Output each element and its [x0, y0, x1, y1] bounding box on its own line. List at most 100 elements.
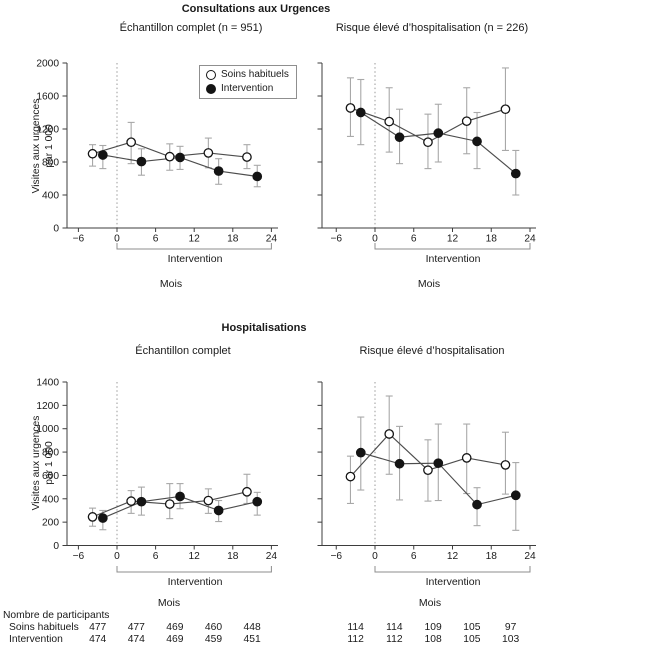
y-tick-label: 1200 — [36, 125, 59, 136]
y-tick-label: 0 — [53, 224, 59, 235]
participant-count: 451 — [243, 634, 261, 645]
error-bars-intervention — [357, 416, 520, 531]
x-axis-label-bottom-left: Mois — [157, 597, 181, 609]
section-title-hospitalisations: Hospitalisations — [221, 322, 307, 334]
y-tick-label: 0 — [53, 541, 59, 552]
panel-title-urgences-complet: Échantillon complet (n = 951) — [119, 22, 263, 34]
data-point-filled — [433, 458, 444, 469]
x-tick-label: 18 — [486, 551, 498, 562]
data-point-open — [87, 148, 98, 159]
y-axis-label-bottom: Visites aux urgences par 1 000 — [30, 397, 58, 529]
y-tick-label: 600 — [42, 471, 59, 482]
data-point-filled — [97, 513, 108, 523]
data-point-open — [203, 148, 214, 158]
data-point-open — [164, 151, 175, 162]
y-tick-label: 800 — [42, 158, 59, 169]
intervention-bracket — [374, 566, 531, 573]
data-point-open — [461, 453, 472, 463]
y-tick-label: 200 — [42, 518, 59, 529]
x-tick-label: 6 — [153, 234, 159, 245]
data-point-filled — [136, 156, 147, 167]
data-point-open — [423, 137, 433, 148]
participant-count: 474 — [127, 634, 145, 645]
y-axis-label-line2: par 1 000 — [44, 124, 56, 168]
x-tick-label: −6 — [73, 551, 85, 562]
open-circle-marker-icon — [206, 69, 216, 80]
filled-circle-marker-icon — [206, 83, 216, 94]
x-tick-label: 0 — [114, 234, 120, 245]
y-tick-label: 1600 — [36, 92, 59, 103]
x-tick-label: 6 — [411, 234, 417, 245]
participant-count: 469 — [166, 634, 184, 645]
panel-title-hosp-complet: Échantillon complet — [135, 345, 231, 357]
x-tick-label: 18 — [486, 234, 498, 245]
data-point-open — [345, 471, 356, 482]
data-point-filled — [472, 136, 482, 147]
series-markers-soins — [87, 137, 252, 162]
panel-hospitalisations-echantillon-complet: 0 200 400 600 800 1000 1200 1400 −6 0 6 12 18 24 — [36, 378, 278, 573]
data-point-filled — [394, 132, 405, 143]
x-tick-label: 12 — [447, 551, 459, 562]
error-bars-soins — [346, 67, 509, 170]
x-axis-label-top-left: Mois — [159, 278, 183, 290]
data-point-open — [500, 460, 511, 470]
intervention-bracket — [116, 566, 272, 573]
series-markers-intervention — [355, 447, 521, 510]
data-point-filled — [213, 166, 224, 176]
participant-count: 109 — [424, 622, 442, 633]
x-tick-label: 12 — [447, 234, 459, 245]
participant-count: 108 — [424, 634, 442, 645]
participant-count: 459 — [204, 634, 223, 645]
data-point-open — [126, 496, 137, 506]
data-point-filled — [394, 458, 405, 469]
y-tick-label: 1400 — [36, 378, 59, 389]
legend-label: Intervention — [221, 83, 274, 94]
panel-hospitalisations-risque-eleve: −6 0 6 12 18 24 — [317, 381, 536, 573]
series-markers-soins — [345, 103, 511, 148]
series-markers-intervention — [355, 107, 521, 179]
y-axis-label-line2: par 1 000 — [44, 441, 56, 485]
x-tick-label: 6 — [153, 551, 159, 562]
panel-urgences-echantillon-complet: 0 400 800 1200 1600 2000 −6 0 6 12 18 24 — [36, 59, 278, 250]
data-point-filled — [355, 107, 366, 118]
intervention-bracket — [116, 243, 272, 250]
data-point-open — [345, 103, 356, 113]
bracket-label-bottom-right: Intervention — [425, 576, 481, 588]
x-tick-label: 12 — [189, 234, 201, 245]
x-tick-label: −6 — [330, 551, 342, 562]
participant-count: 112 — [386, 634, 403, 645]
participant-count: 103 — [502, 634, 520, 645]
data-point-filled — [355, 447, 366, 458]
x-tick-label: 24 — [524, 234, 536, 245]
y-tick-label: 2000 — [36, 59, 59, 70]
data-point-filled — [510, 168, 521, 179]
bracket-label-bottom-left: Intervention — [167, 576, 223, 588]
series-markers-soins — [87, 486, 252, 522]
data-point-open — [87, 512, 98, 522]
y-tick-label: 400 — [42, 494, 59, 505]
x-tick-label: 18 — [227, 551, 239, 562]
x-tick-label: 24 — [266, 234, 278, 245]
data-point-filled — [510, 490, 521, 501]
x-tick-label: 0 — [372, 551, 378, 562]
x-axis-label-top-right: Mois — [417, 278, 441, 290]
data-point-open — [461, 116, 472, 127]
participants-row-label-soins: Soins habituels — [9, 622, 79, 633]
y-tick-label: 1200 — [36, 401, 59, 412]
series-markers-intervention — [97, 491, 263, 523]
legend-item-soins-habituels: Soins habituels — [206, 68, 289, 81]
participant-count: 448 — [243, 622, 261, 633]
panel-urgences-risque-eleve: −6 0 6 12 18 24 — [317, 62, 536, 250]
y-tick-label: 800 — [42, 448, 59, 459]
participant-count: 469 — [166, 622, 184, 633]
x-tick-label: 0 — [114, 551, 120, 562]
data-point-open — [242, 486, 252, 497]
bracket-label-top-left: Intervention — [167, 253, 223, 265]
participant-count: 112 — [347, 634, 364, 645]
error-bars-soins — [89, 121, 251, 171]
bracket-label-top-right: Intervention — [425, 253, 481, 265]
x-tick-label: −6 — [73, 234, 85, 245]
error-bars-soins — [346, 395, 509, 505]
